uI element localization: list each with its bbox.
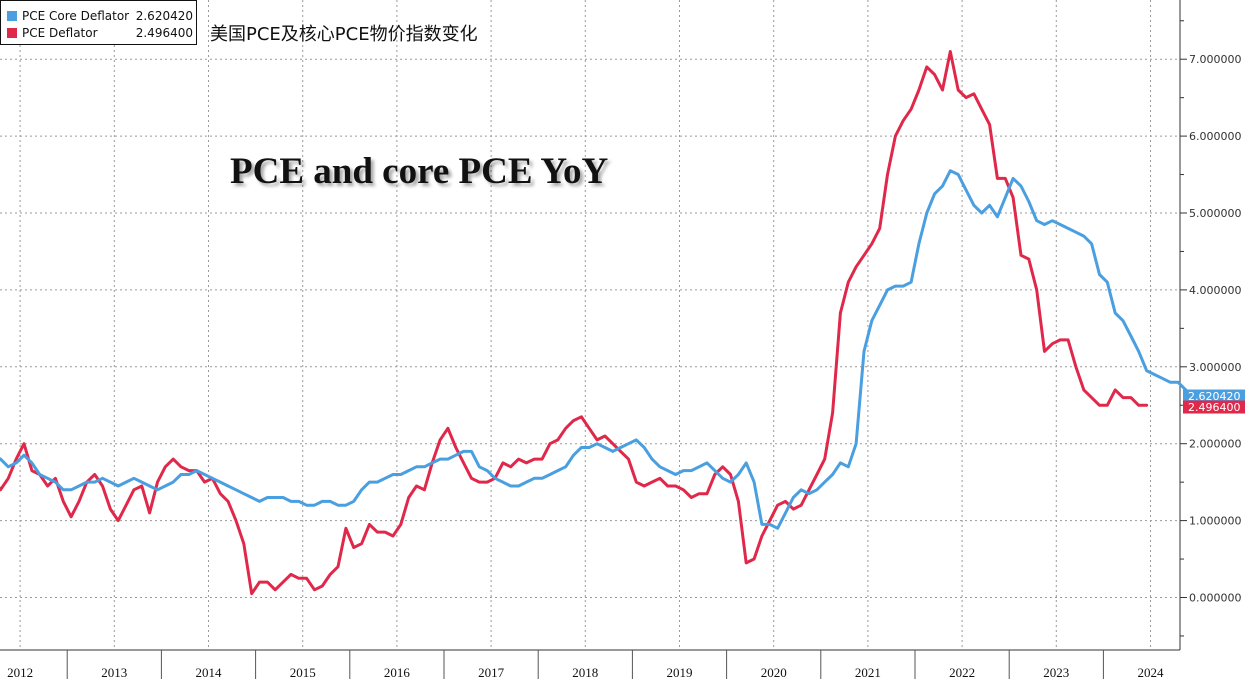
x-tick-label: 2020: [761, 665, 787, 679]
legend-item-headline: PCE Deflator 2.496400: [7, 25, 193, 41]
legend-label: PCE Deflator: [22, 26, 98, 40]
last-value-tag-bg: [1183, 389, 1245, 403]
y-tick-label: 2.000000: [1189, 438, 1242, 451]
last-value-tag-core: 2.620420: [1183, 389, 1245, 403]
y-tick-label: 5.000000: [1189, 207, 1242, 220]
series-line-headline: [0, 50, 1149, 596]
y-tick-label: 7.000000: [1189, 53, 1242, 66]
x-tick-label: 2023: [1043, 665, 1069, 679]
last-value-tag-bg: [1183, 400, 1245, 414]
y-tick-label: 6.000000: [1189, 130, 1242, 143]
legend-label: PCE Core Deflator: [22, 9, 130, 23]
x-tick-label: 2017: [478, 665, 505, 679]
x-tick-label: 2013: [101, 665, 127, 679]
chinese-title: 美国PCE及核心PCE物价指数变化: [210, 24, 478, 45]
y-tick-label: 0.000000: [1189, 592, 1242, 605]
x-tick-label: 2012: [7, 665, 33, 679]
series: [0, 50, 1211, 596]
x-tick-label: 2024: [1138, 665, 1165, 679]
x-tick-label: 2014: [196, 665, 223, 679]
x-tick-label: 2021: [855, 665, 881, 679]
legend: PCE Core Deflator 2.620420 PCE Deflator …: [0, 0, 197, 45]
legend-item-core: PCE Core Deflator 2.620420: [7, 8, 193, 24]
grid: [0, 0, 1180, 650]
series-line-core: [0, 169, 1211, 530]
x-tick-label: 2019: [667, 665, 693, 679]
x-tick-label: 2018: [572, 665, 598, 679]
y-tick-label: 1.000000: [1189, 515, 1242, 528]
last-value-tag-headline: 2.496400: [1183, 400, 1245, 414]
legend-value: 2.496400: [135, 26, 193, 40]
legend-value: 2.620420: [135, 9, 193, 23]
x-tick-label: 2015: [290, 665, 316, 679]
legend-swatch-headline: [7, 28, 17, 38]
x-tick-label: 2016: [384, 665, 411, 679]
last-value-tag-text: 2.496400: [1188, 401, 1241, 414]
y-tick-label: 4.000000: [1189, 284, 1242, 297]
axes: [0, 0, 1187, 679]
legend-swatch-core: [7, 11, 17, 21]
chart-title: PCE and core PCE YoY: [230, 151, 609, 192]
y-tick-label: 3.000000: [1189, 361, 1242, 374]
tick-labels: 0.000000 1.000000 2.000000 3.000000 4.000000…: [7, 53, 1241, 679]
x-tick-label: 2022: [949, 665, 975, 679]
last-value-tag-text: 2.620420: [1188, 390, 1241, 403]
